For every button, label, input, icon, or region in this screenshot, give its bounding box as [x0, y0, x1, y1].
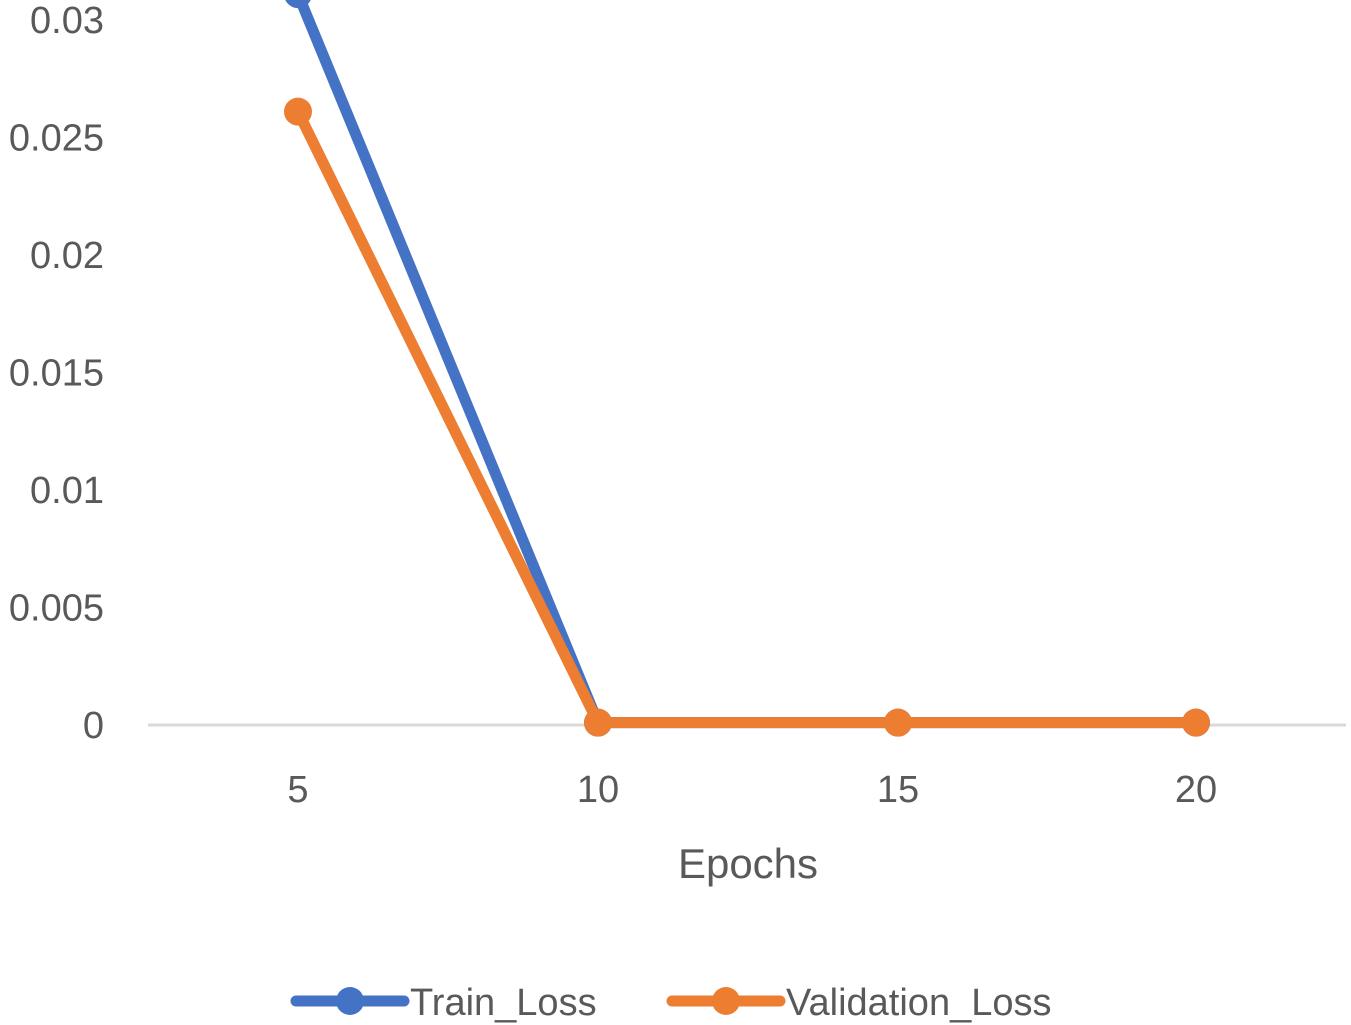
x-axis-ticks: 5 10 15 20 — [287, 769, 1217, 811]
y-tick-label: 0 — [83, 705, 104, 747]
y-tick-label: 0.01 — [30, 470, 104, 512]
legend-marker — [336, 987, 364, 1015]
data-point-train-loss — [285, 0, 311, 9]
series-layer — [284, 0, 1210, 737]
legend-label: Validation_Loss — [786, 982, 1051, 1024]
series-line-train-loss — [294, 0, 1202, 729]
series-line-validation-loss — [292, 106, 1202, 729]
y-tick-label: 0.015 — [9, 353, 104, 395]
legend-item-validation-loss: Validation_Loss — [666, 982, 1051, 1024]
legend: Train_Loss Validation_Loss — [290, 982, 1051, 1024]
data-point-validation-loss — [1182, 708, 1210, 737]
y-tick-label: 0.03 — [30, 0, 104, 42]
x-tick-label: 20 — [1175, 769, 1217, 811]
y-tick-label: 0.02 — [30, 235, 104, 277]
x-tick-label: 5 — [287, 769, 308, 811]
legend-item-train-loss: Train_Loss — [290, 982, 597, 1024]
data-point-validation-loss — [584, 708, 612, 737]
data-point-validation-loss — [284, 97, 312, 126]
y-tick-label: 0.025 — [9, 118, 104, 160]
y-tick-label: 0.005 — [9, 588, 104, 630]
x-tick-label: 10 — [577, 769, 619, 811]
data-point-validation-loss — [884, 708, 912, 737]
x-axis-title: Epochs — [678, 840, 818, 887]
legend-label: Train_Loss — [410, 982, 597, 1024]
y-axis-ticks: 0 0.005 0.01 0.015 0.02 0.025 0.03 — [9, 0, 104, 747]
legend-marker — [712, 987, 740, 1015]
x-tick-label: 15 — [877, 769, 919, 811]
